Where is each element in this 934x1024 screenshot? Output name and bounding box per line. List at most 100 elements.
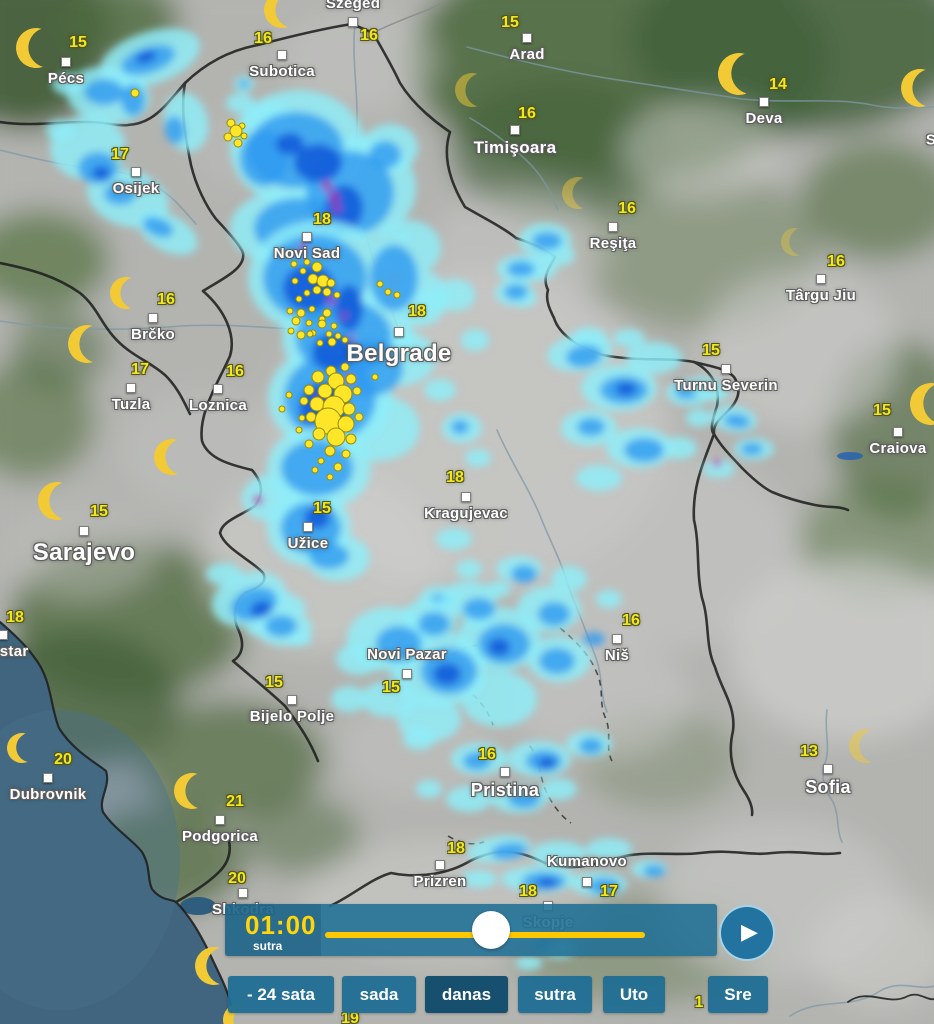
lightning-strike-icon [223, 132, 233, 142]
lightning-strike-icon [296, 308, 306, 318]
radar-cell [703, 460, 735, 478]
radar-cell [403, 728, 435, 750]
lightning-strike-icon [295, 295, 303, 303]
time-sublabel: sutra [253, 939, 283, 953]
lightning-strike-icon [291, 277, 299, 285]
radar-cell [661, 437, 697, 459]
lightning-strike-icon [316, 339, 324, 347]
radar-cell [586, 838, 632, 860]
lightning-strike-icon [312, 285, 322, 295]
radar-cell [424, 379, 456, 401]
radar-cell [461, 671, 537, 727]
radar-cell-extreme [253, 495, 263, 505]
radar-cell [335, 285, 363, 331]
radar-cell-extreme [713, 459, 721, 467]
lightning-strike-icon [371, 373, 379, 381]
lightning-strike-icon [130, 88, 140, 98]
radar-cell [536, 878, 558, 888]
play-button[interactable]: ▶ [719, 905, 775, 961]
radar-cell [588, 878, 620, 894]
radar-cell-extreme [349, 335, 355, 341]
lightning-strike-icon [354, 412, 364, 422]
radar-cell [242, 475, 298, 521]
lightning-strike-icon [291, 316, 301, 326]
radar-cell [250, 600, 272, 618]
radar-cell [491, 842, 527, 860]
time-slider-knob[interactable] [472, 911, 511, 949]
lightning-strike-icon [298, 414, 306, 422]
radar-cell [583, 632, 605, 646]
radar-cell [396, 232, 410, 242]
radar-cell [435, 279, 475, 311]
lightning-strike-icon [322, 287, 332, 297]
lightning-strike-icon [311, 466, 319, 474]
radar-cell-extreme [327, 297, 335, 305]
radar-cell [531, 841, 587, 867]
lightning-strike-icon [326, 278, 336, 288]
lightning-strike-icon [286, 307, 294, 315]
radar-cell [538, 602, 570, 626]
timeline-bar: 01:00 sutra [225, 904, 717, 956]
radar-cell [539, 648, 575, 674]
lightning-strike-icon [384, 288, 392, 296]
lightning-strike-icon [341, 449, 351, 459]
radar-cell [336, 643, 382, 675]
day-button-uto[interactable]: Uto [603, 976, 665, 1013]
radar-cell [689, 376, 729, 402]
radar-cell [239, 80, 249, 88]
radar-cell [309, 543, 349, 569]
day-button-sada[interactable]: sada [342, 976, 416, 1013]
day-button-danas[interactable]: danas [425, 976, 508, 1013]
radar-cell [538, 757, 556, 769]
radar-cell [626, 342, 682, 374]
radar-cell [566, 344, 602, 368]
radar-cell [436, 528, 472, 550]
lightning-strike-icon [306, 330, 314, 338]
lightning-strike-icon [322, 308, 332, 318]
radar-cell [206, 563, 242, 585]
lightning-strike-icon [305, 319, 313, 327]
radar-cell [418, 612, 450, 636]
radar-cell [615, 382, 637, 396]
radar-cell [104, 183, 136, 205]
radar-cell [164, 116, 186, 144]
radar-cell [516, 956, 542, 970]
lightning-strike-icon [334, 332, 342, 340]
lightning-strike-icon [287, 327, 295, 335]
lightning-strike-icon [330, 322, 338, 330]
lightning-strike-icon [299, 267, 307, 275]
radar-cell [532, 232, 562, 250]
lightning-strike-icon [317, 319, 327, 329]
lightning-strike-icon [326, 427, 346, 447]
radar-cell [686, 409, 712, 427]
sea-adriatic [0, 452, 863, 1024]
radar-cell [52, 73, 84, 95]
radar-cell [446, 786, 492, 812]
radar-cell [465, 449, 491, 467]
lightning-strike-icon [317, 383, 333, 399]
radar-cell [451, 420, 469, 434]
lightning-strike-icon [324, 445, 336, 457]
day-button-sutra[interactable]: sutra [518, 976, 592, 1013]
lightning-strike-icon [326, 473, 334, 481]
lightning-strike-icon [345, 373, 357, 385]
lightning-strike-icon [240, 132, 248, 140]
radar-cell-extreme [299, 243, 307, 251]
radar-cell-extreme [333, 204, 341, 212]
day-button-24-sata[interactable]: - 24 sata [228, 976, 334, 1013]
radar-cell [276, 133, 304, 155]
lightning-strike-icon [296, 330, 306, 340]
day-button-sre[interactable]: Sre [708, 976, 768, 1013]
radar-cell [463, 752, 491, 770]
radar-cell-extreme [322, 181, 332, 191]
radar-cell [596, 590, 622, 608]
lightning-strike-icon [393, 291, 401, 299]
radar-cell [613, 329, 645, 347]
radar-cell [571, 327, 607, 349]
radar-cell [577, 418, 605, 436]
radar-cell [643, 865, 665, 877]
time-display: 01:00 [245, 910, 317, 940]
